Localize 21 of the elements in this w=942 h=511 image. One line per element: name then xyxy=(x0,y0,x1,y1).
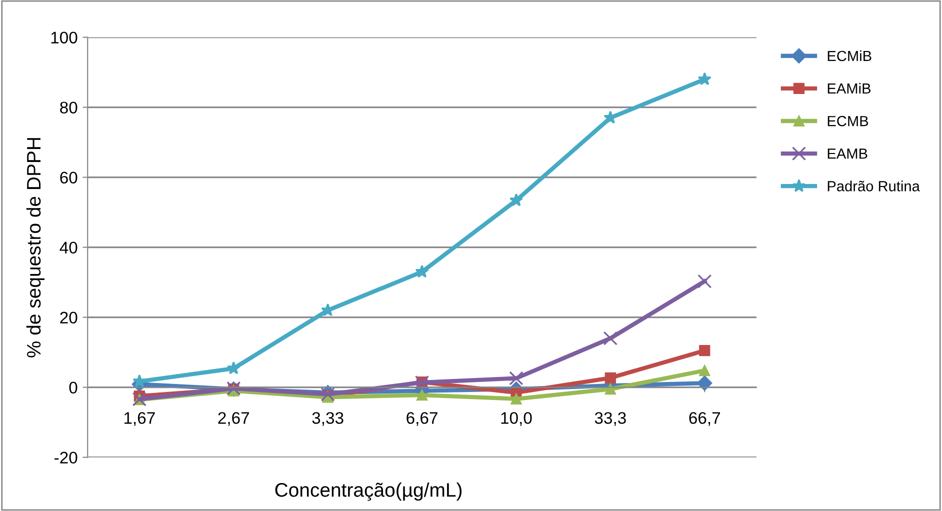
y-tick-label: 20 xyxy=(60,312,78,324)
y-tick-label: 80 xyxy=(60,102,78,114)
x-tick-label: 6,67 xyxy=(406,412,438,426)
y-tick-label: 60 xyxy=(60,172,78,184)
x-axis-title: Concentração(µg/mL) xyxy=(275,482,462,501)
x-tick-label: 66,7 xyxy=(689,412,720,426)
y-tick-label: -20 xyxy=(54,452,78,464)
legend-label: Padrão Rutina xyxy=(828,180,920,192)
x-tick-label: 33,3 xyxy=(594,412,626,426)
x-tick-label: 3,33 xyxy=(312,412,344,426)
y-tick-label: 40 xyxy=(60,242,78,254)
legend-label: ECMiB xyxy=(828,50,872,62)
y-tick-label: 100 xyxy=(51,32,78,44)
legend-label: EAMiB xyxy=(828,82,870,94)
y-axis-title: % de sequestro de DPPH xyxy=(26,138,45,358)
x-tick-label: 10,0 xyxy=(501,412,532,426)
legend-label: EAMB xyxy=(828,148,868,159)
x-tick-label: 2,67 xyxy=(218,412,249,426)
legend-label: ECMB xyxy=(828,116,868,126)
x-tick-label: 1,67 xyxy=(124,412,155,426)
y-tick-label: 0 xyxy=(69,382,78,394)
